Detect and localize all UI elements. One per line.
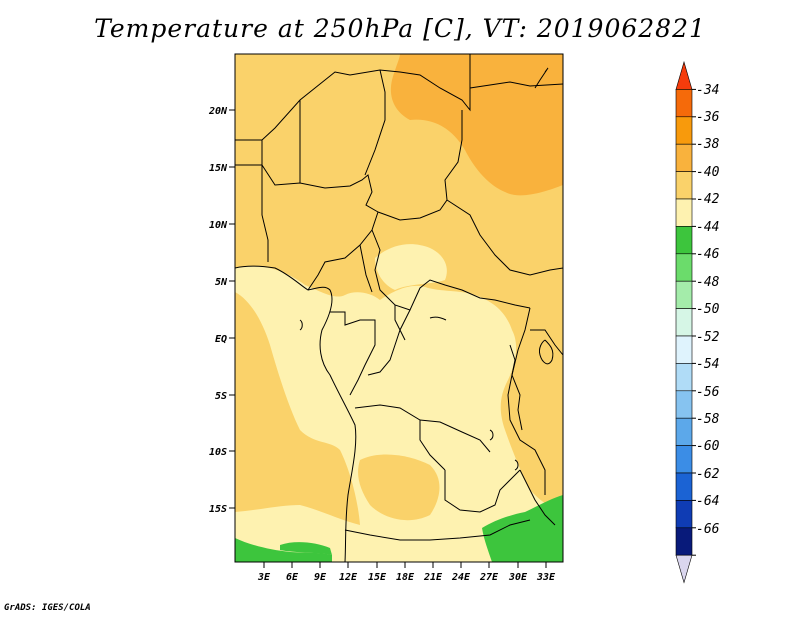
colorbar-box (675, 143, 693, 172)
colorbar-labels: -34 -36 -38 -40 -42 -44 -46 -48 -50 -52 … (696, 83, 720, 537)
lat-axis: 20N 15N 10N 5N EQ 5S 10S 15S (208, 106, 235, 515)
temp-band-42-central (375, 244, 447, 290)
colorbar-label: -46 (696, 247, 720, 262)
lat-tick-label: EQ (215, 334, 227, 345)
lat-tick-label: 10S (209, 447, 227, 458)
colorbar-label: -54 (696, 357, 719, 372)
colorbar-box (675, 116, 693, 145)
temp-band-44-sw (235, 538, 332, 562)
lon-tick-label: 21E (423, 572, 443, 583)
lat-tick-label: 5N (215, 277, 228, 288)
lon-tick-label: 24E (451, 572, 471, 583)
colorbar-box (675, 89, 693, 118)
temp-band-40-south (358, 454, 440, 521)
temperature-map (235, 54, 563, 562)
colorbar-label: -42 (696, 192, 720, 207)
colorbar-bottom-triangle (675, 554, 693, 584)
colorbar-box (675, 500, 693, 529)
colorbar-box (675, 280, 693, 309)
map-title: Temperature at 250hPa [C], VT: 201906282… (94, 14, 706, 43)
lon-tick-label: 12E (339, 572, 358, 583)
lat-tick-label: 20N (208, 106, 228, 117)
lon-axis: 3E 6E 9E 12E 15E 18E 21E 24E 27E 30E 33E (257, 562, 556, 583)
colorbar-box (675, 198, 693, 227)
colorbar-label: -56 (696, 385, 720, 400)
colorbar-label: -52 (696, 330, 720, 345)
colorbar-label: -50 (696, 302, 720, 317)
colorbar-label: -44 (696, 220, 719, 235)
colorbar-box (675, 472, 693, 501)
lon-tick-label: 30E (508, 572, 528, 583)
map-borders (235, 54, 563, 562)
colorbar-label: -40 (696, 165, 720, 180)
colorbar-top-triangle (675, 60, 693, 90)
lon-tick-label: 15E (368, 572, 387, 583)
colorbar-box (675, 226, 693, 255)
colorbar-box (675, 335, 693, 364)
colorbar-box (675, 308, 693, 337)
lat-tick-label: 15S (209, 504, 227, 515)
colorbar-label: -34 (696, 83, 719, 98)
colorbar-box (675, 417, 693, 446)
colorbar-label: -62 (696, 467, 720, 482)
lat-tick-label: 10N (209, 220, 228, 231)
colorbar-box (675, 253, 693, 282)
grads-credit: GrADS: IGES/COLA (4, 603, 91, 613)
colorbar-box (675, 390, 693, 419)
temp-band-44-sw2 (280, 542, 332, 555)
lon-tick-label: 9E (314, 572, 327, 583)
colorbar-label: -60 (696, 439, 720, 454)
colorbar-box (675, 171, 693, 200)
colorbar-label: -58 (696, 412, 720, 427)
colorbar-box (675, 363, 693, 392)
colorbar-label: -64 (696, 494, 719, 509)
colorbar-box (675, 527, 693, 556)
temp-band-40-coast (235, 292, 360, 525)
lat-tick-label: 5S (215, 391, 227, 402)
lon-tick-label: 33E (536, 572, 556, 583)
temp-band-40-east (517, 350, 563, 470)
temp-band-38 (390, 54, 563, 196)
lon-tick-label: 3E (257, 572, 271, 583)
lon-tick-label: 6E (286, 572, 299, 583)
lon-tick-label: 27E (479, 572, 499, 583)
lon-tick-label: 18E (396, 572, 415, 583)
colorbar-label: -66 (696, 522, 720, 537)
colorbar-label: -38 (696, 137, 720, 152)
colorbar-label: -48 (696, 275, 720, 290)
colorbar-box (675, 445, 693, 474)
colorbar (675, 60, 696, 584)
colorbar-label: -36 (696, 110, 720, 125)
lat-tick-label: 15N (209, 163, 228, 174)
map-frame (234, 53, 564, 563)
